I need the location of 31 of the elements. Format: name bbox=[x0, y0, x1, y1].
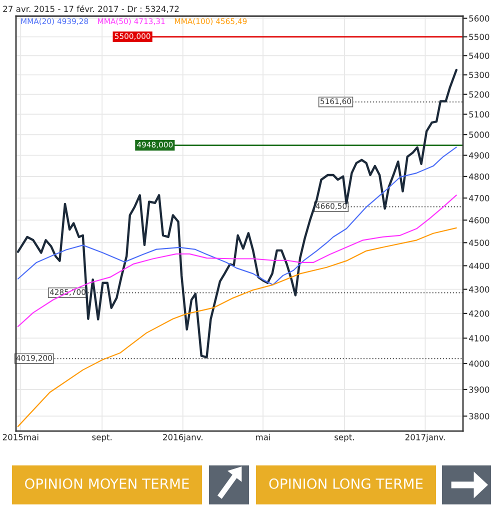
y-tick-label: 4200 bbox=[468, 310, 490, 317]
y-tick-label: 4600 bbox=[468, 217, 490, 224]
y-tick-label: 5100 bbox=[469, 111, 490, 118]
x-tick-label: mai bbox=[256, 434, 270, 440]
y-tick-label: 5200 bbox=[469, 91, 490, 98]
line-series bbox=[17, 194, 457, 328]
y-tick-label: 4500 bbox=[468, 240, 490, 246]
y-tick-label: 3800 bbox=[469, 413, 490, 420]
chart-title: 27 avr. 2015 - 17 févr. 2017 - Dr : 5324,72 bbox=[3, 5, 179, 13]
line-series bbox=[17, 146, 457, 286]
x-tick-label: 2015mai bbox=[2, 434, 38, 440]
y-tick-label: 4400 bbox=[468, 262, 490, 270]
y-tick-label: 4800 bbox=[468, 173, 490, 180]
y-tick-label: 5400 bbox=[469, 52, 490, 59]
text: OPINION MOYEN TERME bbox=[25, 478, 189, 489]
text: OPINION LONG TERME bbox=[269, 478, 423, 489]
y-tick-label: 4300 bbox=[468, 286, 490, 293]
y-tick-label: 5500 bbox=[469, 34, 490, 40]
y-tick-label: 4100 bbox=[468, 335, 490, 342]
y-tick-label: 5300 bbox=[469, 72, 490, 78]
line-series bbox=[17, 227, 457, 427]
y-tick-label: 4900 bbox=[468, 152, 490, 159]
x-tick-label: sept. bbox=[92, 434, 112, 442]
x-tick-label: 2017janv. bbox=[405, 434, 445, 442]
x-tick-label: sept. bbox=[334, 434, 354, 442]
x-tick-label: 2016janv. bbox=[163, 434, 202, 442]
y-tick-label: 4000 bbox=[468, 360, 490, 367]
y-tick-label: 5000 bbox=[469, 132, 490, 138]
y-tick-label: 5600 bbox=[469, 15, 490, 22]
y-tick-label: 3900 bbox=[469, 386, 490, 393]
y-tick-label: 4700 bbox=[468, 195, 490, 202]
